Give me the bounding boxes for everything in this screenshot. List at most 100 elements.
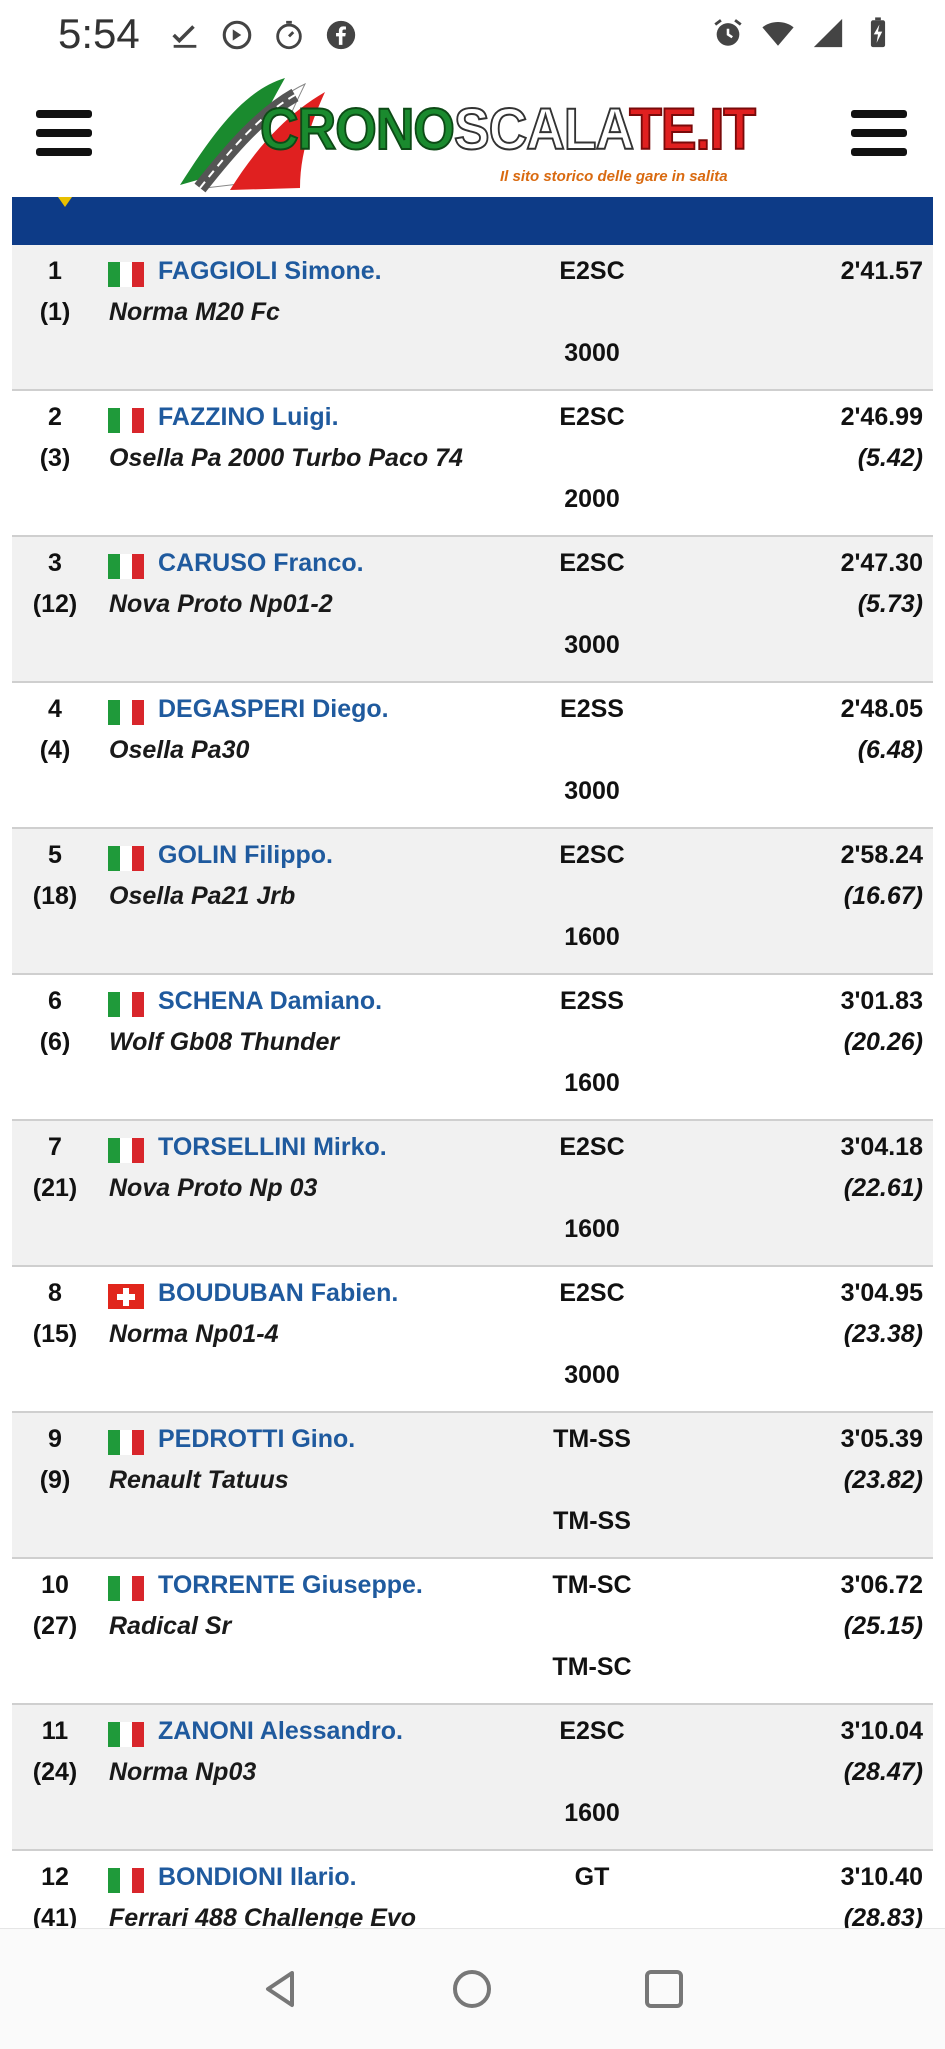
results-list: 1 (1) FAGGIOLI Simone. Norma M20 Fc E2SC 3000… xyxy=(12,245,933,1997)
time-gap: (22.61) xyxy=(843,1174,923,1202)
group-label: 1600 xyxy=(564,1215,620,1243)
class-label: E2SC xyxy=(559,1717,625,1745)
result-row: 1 (1) FAGGIOLI Simone. Norma M20 Fc E2SC 3000… xyxy=(12,245,933,391)
class-label: E2SC xyxy=(559,549,625,577)
italian-flag-icon xyxy=(108,554,144,579)
overall-position: (9) xyxy=(39,1466,71,1494)
overall-position: (4) xyxy=(39,736,71,764)
status-bar: 5:54 xyxy=(0,0,945,70)
class-label: GT xyxy=(574,1863,610,1891)
section-band xyxy=(12,197,933,248)
car-model: Norma Np03 xyxy=(109,1758,257,1786)
group-label: TM-SC xyxy=(552,1653,632,1681)
recent-apps-square-icon[interactable] xyxy=(642,1967,686,2011)
race-time: 3'04.18 xyxy=(840,1133,923,1161)
dropdown-arrow-icon[interactable] xyxy=(58,197,72,207)
race-time: 2'48.05 xyxy=(840,695,923,723)
time-gap: (5.42) xyxy=(857,444,923,472)
race-time: 2'47.30 xyxy=(840,549,923,577)
car-model: Osella Pa21 Jrb xyxy=(109,882,296,910)
class-label: E2SC xyxy=(559,1279,625,1307)
car-model: Norma M20 Fc xyxy=(109,298,280,326)
group-label: 1600 xyxy=(564,1799,620,1827)
blocked-icon xyxy=(222,20,252,50)
overall-position: (27) xyxy=(32,1612,78,1640)
result-row: 11 (24) ZANONI Alessandro. Norma Np03 E2SC 16… xyxy=(12,1705,933,1851)
driver-link[interactable]: CARUSO Franco. xyxy=(158,549,364,577)
class-label: E2SC xyxy=(559,257,625,285)
alarm-icon xyxy=(714,19,742,46)
overall-position: (3) xyxy=(39,444,71,472)
site-logo[interactable]: CRONOSCALATE.IT Il sito storico delle ga… xyxy=(175,70,775,195)
italian-flag-icon xyxy=(108,1430,144,1455)
overall-position: (1) xyxy=(39,298,71,326)
result-row: 6 (6) SCHENA Damiano. Wolf Gb08 Thunder E2SS… xyxy=(12,975,933,1121)
position: 11 xyxy=(41,1717,69,1745)
menu-left-button[interactable] xyxy=(36,110,92,156)
position: 4 xyxy=(48,695,62,723)
driver-link[interactable]: SCHENA Damiano. xyxy=(158,987,383,1015)
menu-right-button[interactable] xyxy=(851,110,907,156)
race-time: 3'06.72 xyxy=(840,1571,923,1599)
class-label: E2SS xyxy=(560,987,624,1015)
home-circle-icon[interactable] xyxy=(450,1967,494,2011)
swiss-flag-icon xyxy=(108,1284,144,1309)
race-time: 2'41.57 xyxy=(840,257,923,285)
driver-link[interactable]: FAGGIOLI Simone. xyxy=(158,257,382,285)
driver-link[interactable]: ZANONI Alessandro. xyxy=(158,1717,403,1745)
italian-flag-icon xyxy=(108,408,144,433)
group-label: 3000 xyxy=(564,631,620,659)
back-triangle-icon[interactable] xyxy=(258,1967,302,2011)
overall-position: (21) xyxy=(32,1174,78,1202)
position: 3 xyxy=(48,549,62,577)
italian-flag-icon xyxy=(108,1722,144,1747)
position: 1 xyxy=(48,257,62,285)
race-time: 3'10.40 xyxy=(840,1863,923,1891)
driver-link[interactable]: BONDIONI Ilario. xyxy=(158,1863,357,1891)
class-label: TM-SC xyxy=(552,1571,632,1599)
wifi-icon xyxy=(762,22,794,46)
driver-link[interactable]: GOLIN Filippo. xyxy=(158,841,333,869)
class-label: E2SS xyxy=(560,695,624,723)
italian-flag-icon xyxy=(108,1576,144,1601)
time-gap: (16.67) xyxy=(843,882,923,910)
italian-flag-icon xyxy=(108,1868,144,1893)
class-label: TM-SS xyxy=(553,1425,631,1453)
italian-flag-icon xyxy=(108,262,144,287)
race-time: 2'58.24 xyxy=(840,841,923,869)
group-label: 1600 xyxy=(564,1069,620,1097)
position: 6 xyxy=(48,987,62,1015)
driver-link[interactable]: BOUDUBAN Fabien. xyxy=(158,1279,399,1307)
position: 12 xyxy=(41,1863,69,1891)
driver-link[interactable]: TORSELLINI Mirko. xyxy=(158,1133,387,1161)
car-model: Radical Sr xyxy=(109,1612,232,1640)
status-left-icons xyxy=(168,18,358,52)
download-done-icon xyxy=(172,25,197,48)
result-row: 5 (18) GOLIN Filippo. Osella Pa21 Jrb E2SC 16… xyxy=(12,829,933,975)
class-label: E2SC xyxy=(559,841,625,869)
navigation-bar xyxy=(0,1928,945,2049)
italian-flag-icon xyxy=(108,992,144,1017)
overall-position: (24) xyxy=(32,1758,78,1786)
position: 8 xyxy=(48,1279,62,1307)
logo-tagline: Il sito storico delle gare in salita xyxy=(500,168,728,185)
group-label: 3000 xyxy=(564,1361,620,1389)
italian-flag-icon xyxy=(108,700,144,725)
facebook-icon xyxy=(326,20,356,50)
driver-link[interactable]: PEDROTTI Gino. xyxy=(158,1425,356,1453)
car-model: Renault Tatuus xyxy=(109,1466,289,1494)
road-logo-icon xyxy=(180,78,325,193)
driver-link[interactable]: TORRENTE Giuseppe. xyxy=(158,1571,423,1599)
time-gap: (20.26) xyxy=(843,1028,923,1056)
position: 10 xyxy=(41,1571,69,1599)
overall-position: (6) xyxy=(39,1028,71,1056)
car-model: Nova Proto Np 03 xyxy=(109,1174,318,1202)
driver-link[interactable]: FAZZINO Luigi. xyxy=(158,403,339,431)
status-time: 5:54 xyxy=(58,10,140,57)
class-label: E2SC xyxy=(559,1133,625,1161)
logo-wordmark: CRONOSCALATE.IT xyxy=(259,96,757,163)
overall-position: (18) xyxy=(32,882,78,910)
result-row: 2 (3) FAZZINO Luigi. Osella Pa 2000 Turbo P… xyxy=(12,391,933,537)
driver-link[interactable]: DEGASPERI Diego. xyxy=(158,695,389,723)
group-label: 1600 xyxy=(564,923,620,951)
